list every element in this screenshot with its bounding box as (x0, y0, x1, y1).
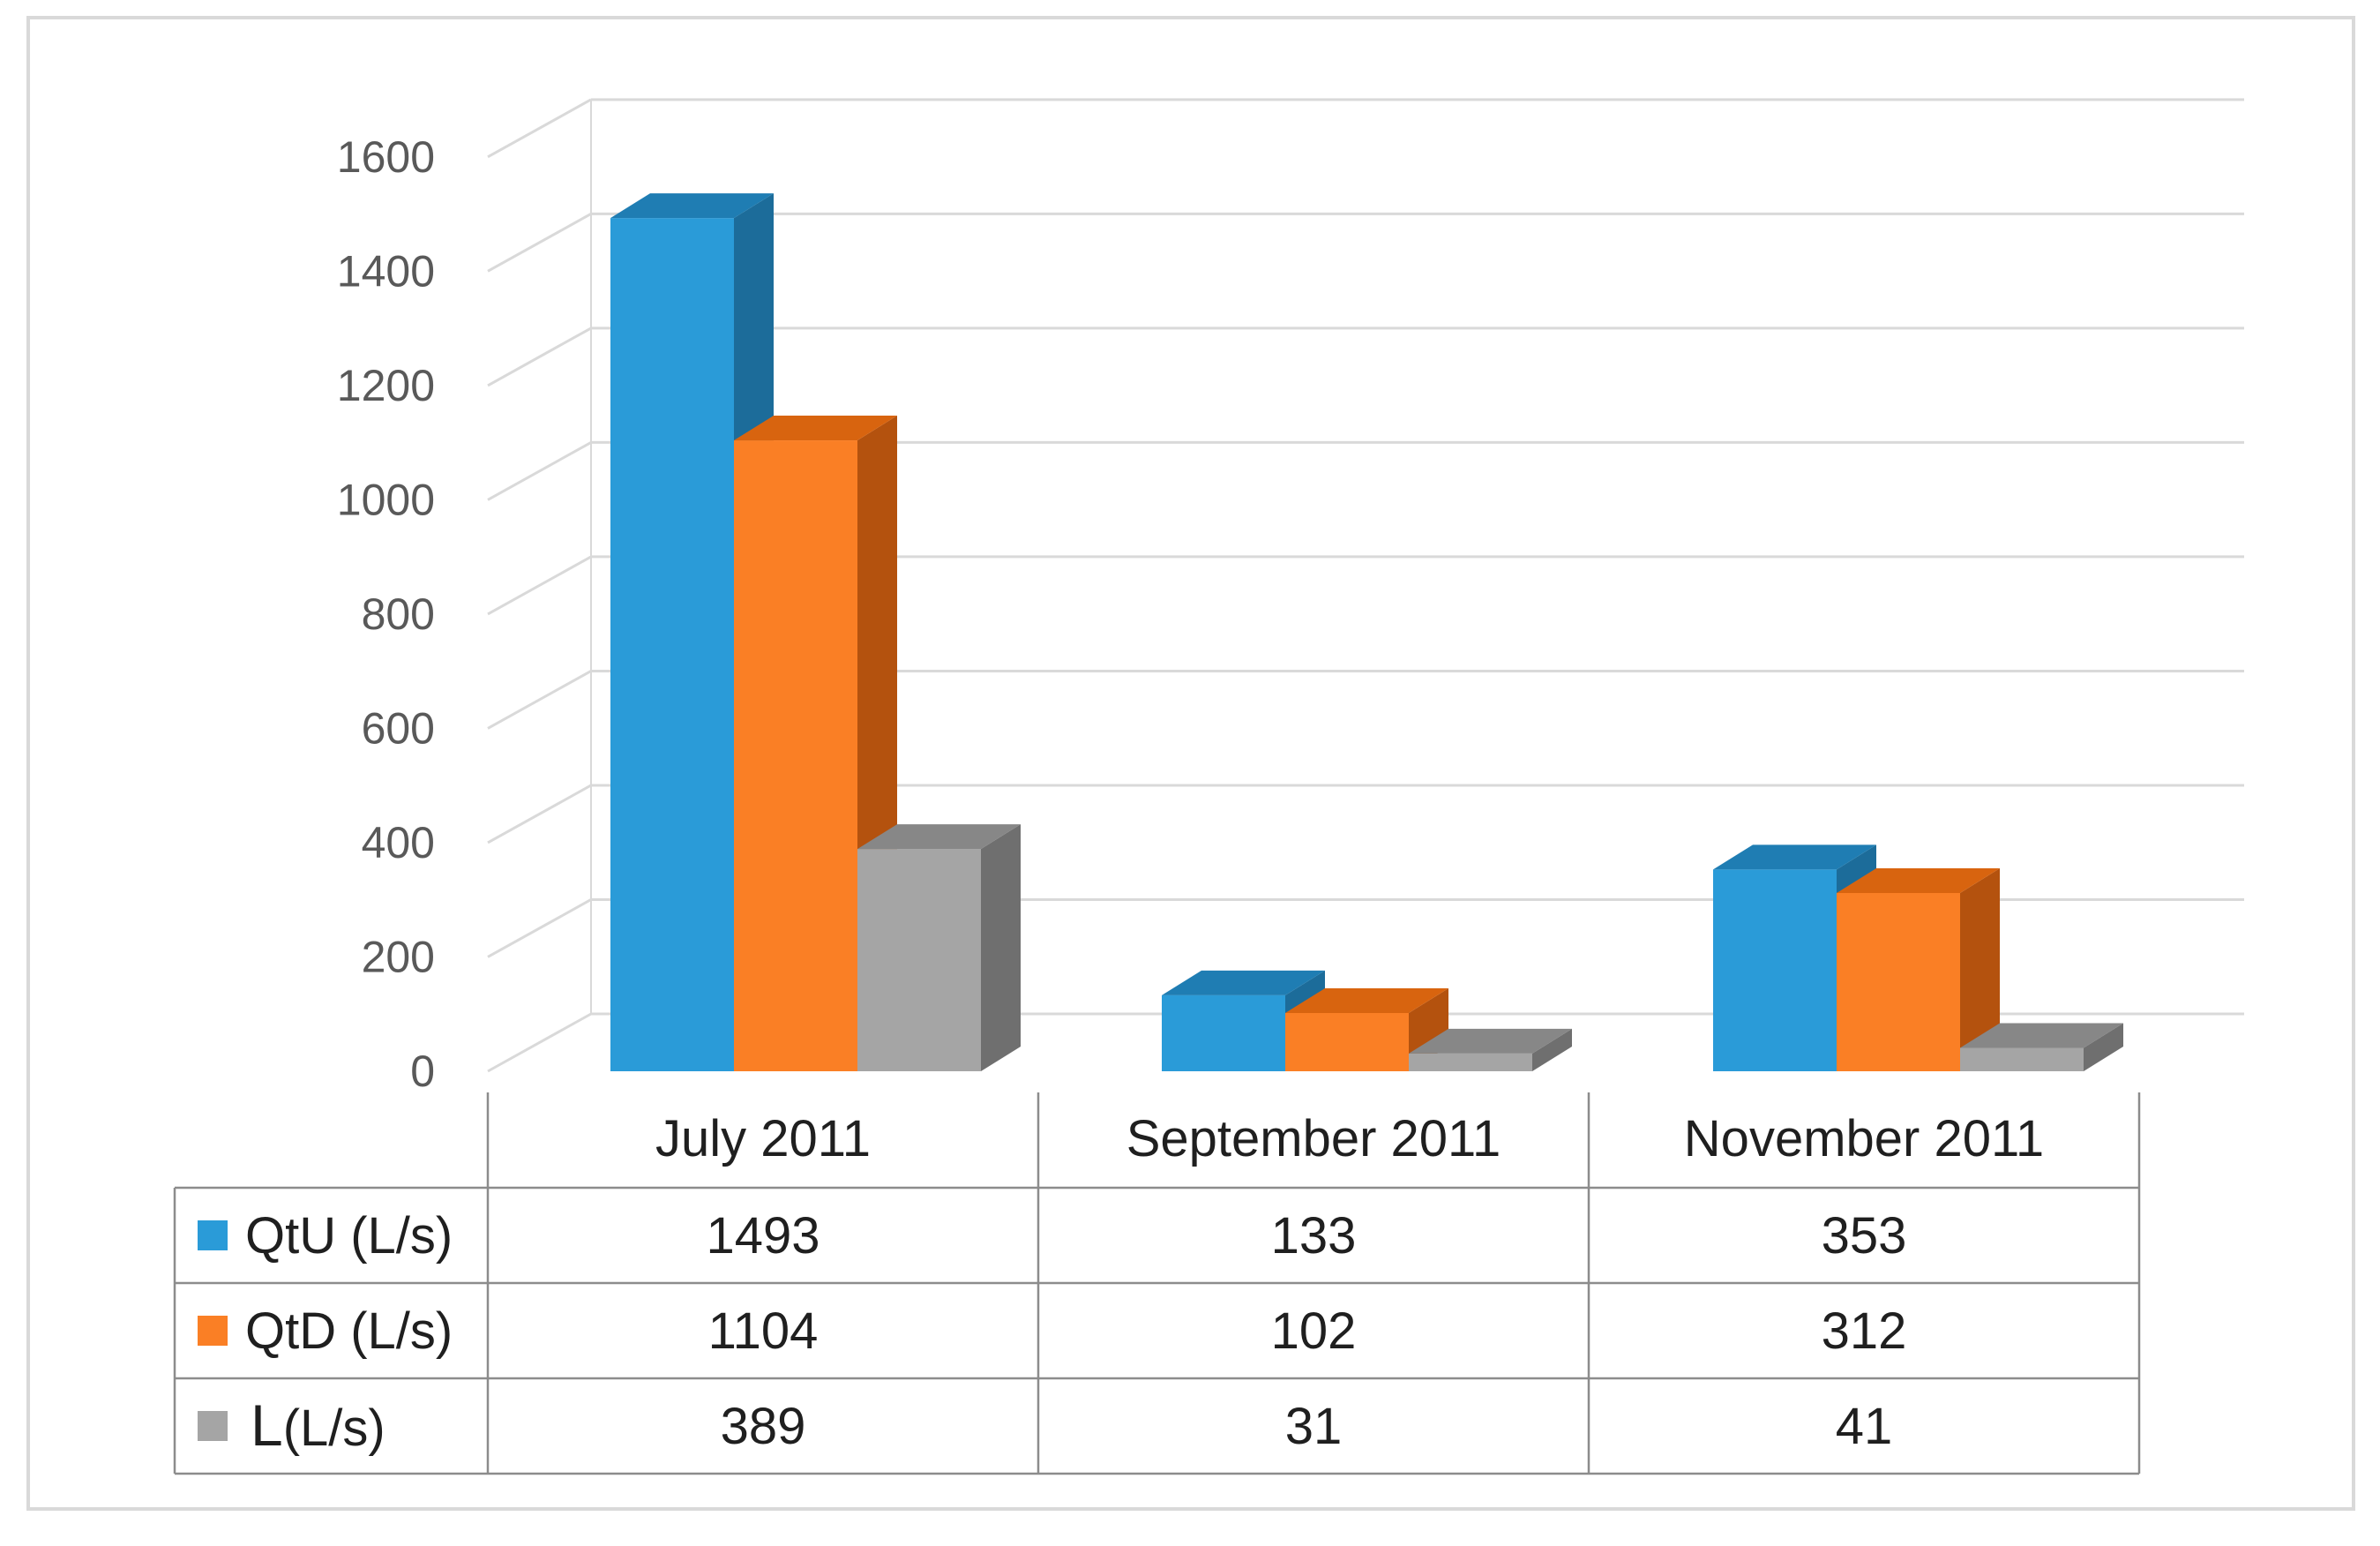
x-tick-label: November 2011 (1684, 1110, 2044, 1167)
bar-top (1285, 987, 1448, 1013)
bar-side (981, 824, 1021, 1071)
gridline-side (487, 898, 592, 958)
bar-top (1837, 867, 2000, 893)
bar-front (734, 440, 857, 1072)
y-tick-label: 600 (362, 703, 435, 753)
y-tick-label: 0 (410, 1047, 435, 1096)
bars (610, 193, 2123, 1072)
bar-top (610, 193, 774, 219)
gridline-side (487, 1012, 592, 1073)
bar-top (857, 824, 1021, 850)
x-tick-label: September 2011 (1126, 1110, 1501, 1167)
data-label: 389 (721, 1398, 806, 1455)
bar-front (610, 218, 734, 1072)
gridline-side (487, 213, 592, 273)
gridline-side (487, 326, 592, 387)
bar-top (1162, 970, 1325, 995)
data-label: 41 (1836, 1398, 1893, 1455)
bar-front (1713, 869, 1837, 1071)
data-label: 102 (1271, 1302, 1357, 1360)
bar-top (1960, 1023, 2123, 1048)
bar (734, 416, 897, 1072)
bar (1960, 1023, 2123, 1071)
y-tick-label: 1600 (337, 132, 435, 182)
y-tick-label: 1000 (337, 475, 435, 524)
legend-swatch (198, 1316, 228, 1346)
gridline-side (487, 670, 592, 730)
data-label: 312 (1822, 1302, 1907, 1360)
gridline-side (487, 98, 592, 159)
y-tick-label: 1400 (337, 246, 435, 296)
bar-front (1960, 1047, 2084, 1071)
bar-top (1713, 844, 1876, 870)
y-tick-label: 800 (362, 589, 435, 639)
x-tick-label: July 2011 (655, 1110, 871, 1167)
y-tick-label: 400 (362, 818, 435, 867)
bar-front (1837, 892, 1960, 1071)
bar-side (1532, 1028, 1572, 1071)
bar-front (1162, 994, 1285, 1071)
data-label: 353 (1822, 1207, 1907, 1265)
bar-side (1960, 867, 2000, 1071)
legend-swatch (198, 1411, 228, 1441)
y-tick-label: 1200 (337, 361, 435, 410)
bar-front (857, 849, 981, 1071)
bar (1409, 1028, 1572, 1071)
data-label: 1493 (706, 1207, 820, 1265)
bar-top (1409, 1028, 1572, 1054)
chart-frame (26, 16, 2355, 1511)
gridline-side (487, 555, 592, 616)
bar (1285, 987, 1448, 1071)
bar-front (1285, 1012, 1409, 1071)
legend-label: L(L/s) (251, 1392, 385, 1458)
gridline-side (487, 441, 592, 501)
data-label: 1104 (708, 1302, 819, 1360)
data-label: 31 (1285, 1398, 1343, 1455)
legend-swatch (198, 1220, 228, 1250)
legend-label: QtD (L/s) (245, 1302, 453, 1360)
legend-label: QtU (L/s) (245, 1207, 453, 1265)
bar (1837, 867, 2000, 1071)
gridline-side (487, 784, 592, 844)
bar-front (1409, 1053, 1532, 1071)
bar-top (734, 416, 897, 441)
data-table: July 2011 September 2011 November 2011 QtU … (173, 1092, 2141, 1475)
y-axis-ticks: 0 200 400 600 800 1000 1200 1400 1600 (337, 132, 435, 1096)
bar (857, 824, 1021, 1071)
y-tick-label: 200 (362, 932, 435, 981)
bar-side (2084, 1023, 2123, 1071)
data-label: 133 (1271, 1207, 1357, 1265)
